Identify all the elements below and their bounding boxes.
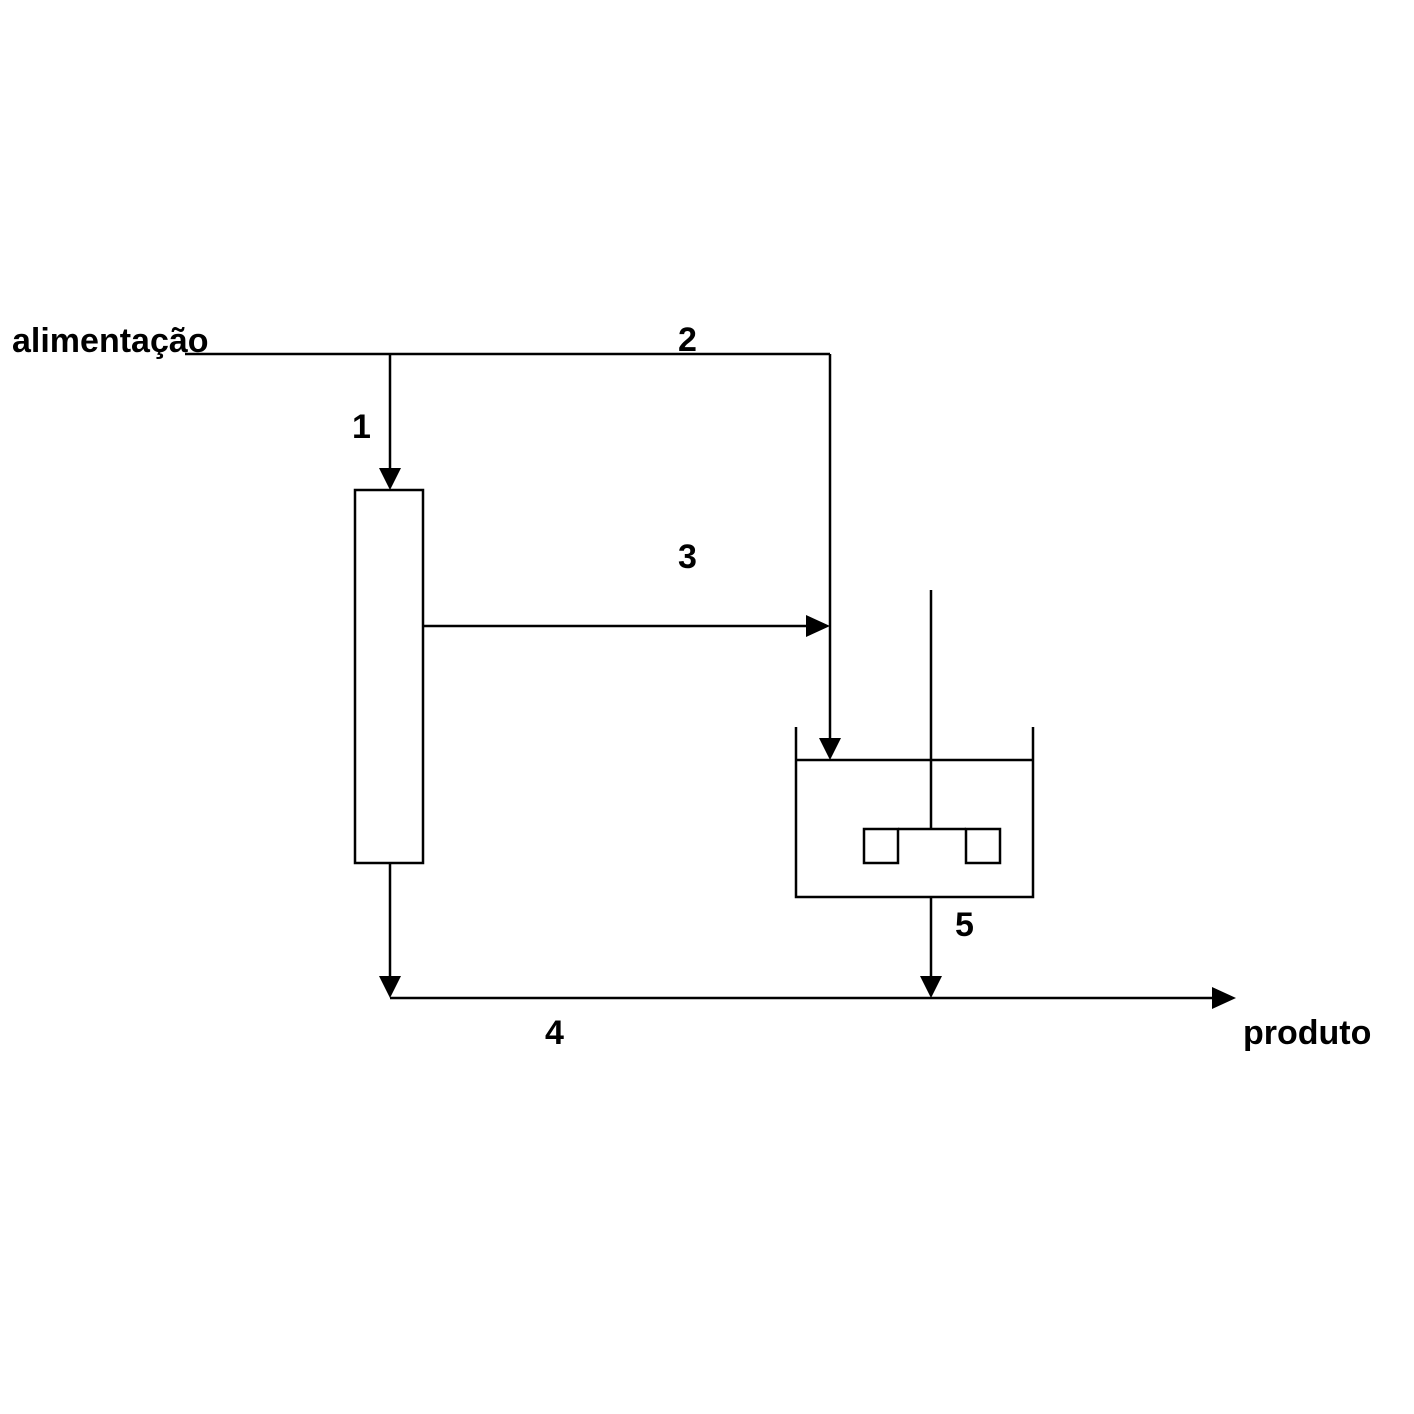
stream-2-arrowhead [819, 738, 841, 760]
stream-5-arrowhead [920, 976, 942, 998]
reactor-vessel [794, 727, 1035, 899]
column-vessel [353, 488, 425, 865]
stream-4-label: 4 [545, 1014, 564, 1052]
stream-2-label: 2 [678, 321, 697, 359]
stream-3-label: 3 [678, 538, 697, 576]
agitator-blade-left [862, 827, 900, 865]
column-bottom-arrowhead [379, 976, 401, 998]
stream-3-arrowhead [806, 615, 830, 637]
product-arrowhead [1212, 987, 1236, 1009]
feed-label: alimentação [12, 322, 209, 360]
stream-1-arrowhead [379, 468, 401, 490]
stream-5-label: 5 [955, 906, 974, 944]
agitator-blade-right [964, 827, 1002, 865]
stream-1-label: 1 [352, 408, 371, 446]
product-label: produto [1243, 1014, 1371, 1052]
